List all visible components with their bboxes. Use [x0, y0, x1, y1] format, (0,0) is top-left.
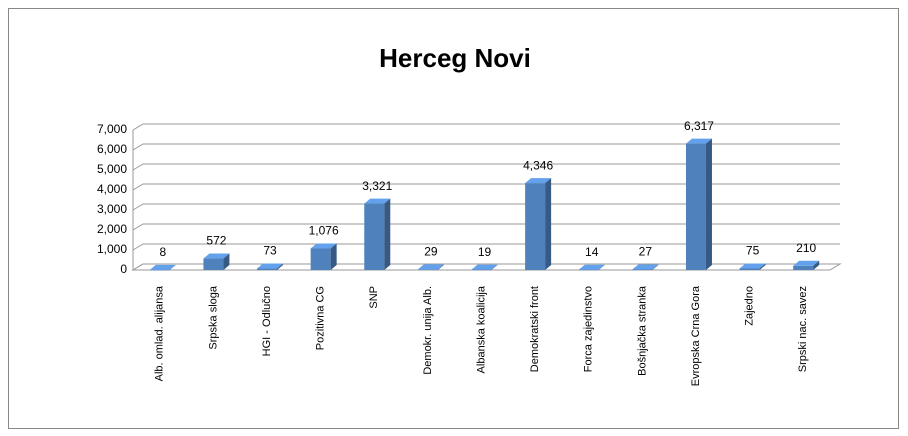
bar [149, 269, 170, 271]
bar [793, 265, 814, 270]
bar-top [203, 253, 230, 259]
bar-top [578, 264, 605, 270]
y-tick-label: 7,000 [97, 122, 127, 136]
grid-line [132, 223, 840, 231]
value-label: 210 [796, 241, 816, 255]
bar [632, 269, 653, 270]
bar-side [759, 263, 766, 270]
bar-side [330, 243, 337, 270]
y-tick-label: 1,000 [97, 242, 127, 256]
x-tick-label: Srpska sloga [207, 285, 219, 349]
bar [578, 269, 599, 271]
grid-line [132, 263, 840, 271]
bar [364, 203, 385, 270]
chart-frame [8, 8, 899, 429]
grid-line [132, 183, 840, 191]
bar-top [685, 138, 712, 144]
bar-top [364, 198, 391, 204]
bar [525, 183, 546, 270]
bar-side [384, 198, 391, 270]
x-tick-label: Bošnjačka stranka [636, 285, 648, 376]
x-tick-label: Srpski nac. savez [797, 286, 809, 372]
bar [685, 143, 706, 270]
x-tick-label: Zajedno [743, 286, 755, 326]
grid-line [132, 123, 840, 131]
y-tick-label: 2,000 [97, 222, 127, 236]
x-tick-label: Evropska Crna Gora [690, 285, 702, 386]
bar [310, 248, 331, 270]
bar-top [632, 264, 659, 270]
value-label: 4,346 [523, 158, 553, 172]
grid-line [132, 163, 840, 171]
bar-top [417, 264, 444, 270]
value-label: 1,076 [309, 224, 339, 238]
y-tick-label: 5,000 [97, 162, 127, 176]
bar [203, 258, 224, 270]
bar-top [149, 264, 176, 270]
x-tick-label: SNP [368, 286, 380, 309]
bar-top [739, 263, 766, 269]
x-tick-label: Albanska koalicija [475, 285, 487, 373]
value-label: 14 [585, 245, 599, 259]
bar-side [545, 178, 552, 270]
x-tick-label: HGI - Odlučno [261, 286, 273, 356]
bar-top [310, 243, 337, 249]
bar-side [223, 253, 230, 270]
bar-top [257, 263, 284, 269]
bar-side [813, 260, 820, 270]
value-label: 3,321 [362, 179, 392, 193]
y-tick-label: 3,000 [97, 202, 127, 216]
y-tick-label: 4,000 [97, 182, 127, 196]
value-label: 75 [746, 244, 760, 258]
chart-title: Herceg Novi [379, 43, 531, 73]
bar [739, 268, 760, 270]
grid-line [132, 143, 840, 151]
bar [257, 268, 278, 270]
bar [471, 269, 492, 271]
bar-side [598, 264, 605, 270]
x-tick-label: Pozitivna CG [315, 286, 327, 350]
bar-side [437, 264, 444, 270]
bar-side [277, 263, 284, 270]
bar-top [793, 260, 820, 266]
grid-line [132, 203, 840, 211]
x-tick-label: Demokr. unija Alb. [422, 286, 434, 375]
value-label: 29 [424, 245, 438, 259]
x-tick-label: Alb. omlad. alijansa [154, 285, 166, 381]
value-label: 27 [639, 245, 653, 259]
x-tick-label: Forca zajedinstvo [583, 286, 595, 372]
grid-line [132, 243, 840, 251]
x-tick-label: Demokratski front [529, 286, 541, 372]
bar-side [491, 264, 498, 270]
value-label: 572 [206, 234, 226, 248]
y-tick-label: 0 [120, 262, 127, 276]
bar [417, 269, 438, 270]
y-tick-label: 6,000 [97, 142, 127, 156]
bar-side [169, 264, 176, 270]
bar-top [525, 178, 552, 184]
bar-side [705, 138, 712, 270]
value-label: 19 [478, 245, 492, 259]
bar-side [652, 264, 659, 270]
bar-top [471, 264, 498, 270]
value-label: 8 [159, 245, 166, 259]
value-label: 73 [263, 244, 277, 258]
value-label: 6,317 [684, 119, 714, 133]
